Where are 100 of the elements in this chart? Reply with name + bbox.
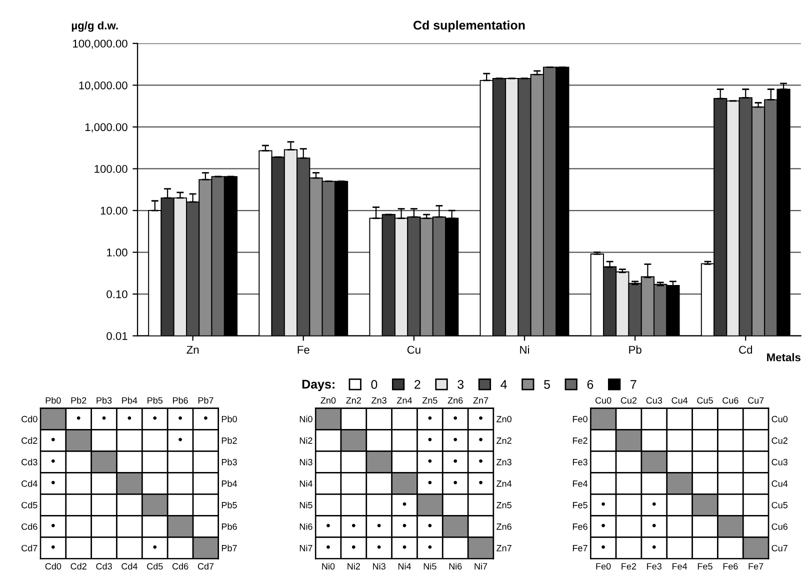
y2-tick-label: Zn4 <box>496 480 512 487</box>
y-tick-label: Ni6 <box>300 523 312 530</box>
x-tick-label: Fe <box>298 346 310 354</box>
text: • <box>479 480 482 484</box>
text: • <box>454 416 458 420</box>
text: Fe6 <box>723 563 738 570</box>
legend-label: 2 <box>414 380 420 389</box>
x-tick-label: Cu7 <box>748 397 764 404</box>
text: • <box>454 459 458 463</box>
text: Ni5 <box>424 562 436 570</box>
text: • <box>479 416 482 420</box>
y-tick-label: 1.00 <box>107 248 128 256</box>
y-tick-label: Ni2 <box>300 437 312 444</box>
text: • <box>428 438 432 442</box>
y-tick-label: Cd5 <box>22 502 38 508</box>
x-tick-label: Cu2 <box>620 397 637 404</box>
text: • <box>402 545 406 549</box>
y-tick-label: Fe2 <box>572 437 588 444</box>
x-tick-label: Pb <box>629 346 642 354</box>
y2-tick-label: Pb6 <box>222 523 237 530</box>
y-tick-label: Ni0 <box>300 416 312 422</box>
y-tick-label: 100.00 <box>94 165 128 173</box>
text: Cd6 <box>172 562 188 570</box>
text: • <box>51 524 55 528</box>
text: Ni7 <box>474 562 488 570</box>
text: • <box>428 459 432 463</box>
text: Fe0 <box>596 563 611 570</box>
y2-tick-label: Pb5 <box>222 502 237 508</box>
y-tick-label: Fe4 <box>572 480 588 487</box>
x-tick-label: Pb6 <box>173 397 188 404</box>
y2-tick-label: Pb4 <box>222 480 238 487</box>
y2-tick-label: Zn7 <box>496 545 512 552</box>
y-tick-label: Cd0 <box>22 416 38 422</box>
y2-tick-label: Zn5 <box>496 502 512 508</box>
text: Cd4 <box>122 562 138 570</box>
text: • <box>479 459 482 463</box>
text: • <box>602 502 605 506</box>
text: Fe5 <box>698 563 712 570</box>
y-axis-title: µg/g d.w. <box>72 21 118 32</box>
y-tick-label: 10.00 <box>100 206 128 215</box>
legend-label: 7 <box>630 380 636 389</box>
y-tick-label: Fe7 <box>572 545 588 552</box>
text: Fe7 <box>748 563 764 570</box>
text: • <box>377 545 381 549</box>
x-tick-label: Zn4 <box>397 397 412 404</box>
text: • <box>204 416 208 420</box>
text: Ni2 <box>348 562 360 570</box>
y-tick-label: Fe6 <box>572 523 588 530</box>
y2-tick-label: Zn3 <box>496 458 512 466</box>
x-tick-label: Zn6 <box>448 397 463 404</box>
text: • <box>454 480 458 484</box>
text: Ni0 <box>322 562 335 570</box>
y2-tick-label: Cu6 <box>772 523 788 530</box>
y2-tick-label: Cu0 <box>772 416 788 422</box>
text: Cd0 <box>45 562 62 570</box>
y2-tick-label: Pb7 <box>222 544 237 552</box>
y2-tick-label: Pb3 <box>222 458 237 466</box>
text: • <box>178 438 182 442</box>
y-tick-label: Fe3 <box>572 458 588 466</box>
text: • <box>326 545 330 549</box>
text: • <box>153 545 157 549</box>
y-tick-label: 10,000.00 <box>79 81 128 91</box>
text: • <box>402 524 406 528</box>
x-tick-label: Pb3 <box>96 397 112 404</box>
legend-label: 4 <box>500 380 507 389</box>
x-tick-label: Pb4 <box>122 397 138 404</box>
y-tick-label: Cd2 <box>22 437 38 444</box>
text: • <box>428 416 432 420</box>
legend-title: Days: <box>302 380 334 392</box>
text: • <box>402 502 406 506</box>
text: Ni4 <box>398 562 412 570</box>
x-tick-label: Cu0 <box>595 397 612 404</box>
chart-title: Cd suplementation <box>413 20 525 32</box>
x-tick-label: Zn2 <box>346 397 361 404</box>
text: Fe4 <box>672 563 688 570</box>
y2-tick-label: Cu5 <box>772 502 788 508</box>
text: Ni6 <box>449 562 462 570</box>
legend-label: 6 <box>587 380 594 389</box>
x-tick-label: Zn3 <box>372 397 386 404</box>
text: • <box>652 545 656 549</box>
text: • <box>652 502 656 506</box>
y-tick-label: 0.01 <box>106 332 128 340</box>
text: • <box>479 438 482 442</box>
text: • <box>602 545 605 549</box>
x-tick-label: Zn0 <box>320 397 336 404</box>
y-tick-label: Cd3 <box>22 458 38 466</box>
text: • <box>178 416 182 420</box>
legend-label: 3 <box>458 380 464 389</box>
text: Fe2 <box>622 563 636 570</box>
legend-label: 5 <box>544 380 550 389</box>
y-tick-label: Cd4 <box>22 480 38 487</box>
x-tick-label: Pb5 <box>148 397 163 404</box>
y-tick-label: Cd6 <box>22 523 38 530</box>
x-tick-label: Ni <box>520 346 529 354</box>
y2-tick-label: Zn0 <box>496 416 512 422</box>
text: • <box>602 524 605 528</box>
y-tick-label: 0.10 <box>106 290 128 298</box>
y-tick-label: Fe5 <box>572 502 588 508</box>
x-tick-label: Cu3 <box>646 397 662 404</box>
text: • <box>352 545 356 549</box>
